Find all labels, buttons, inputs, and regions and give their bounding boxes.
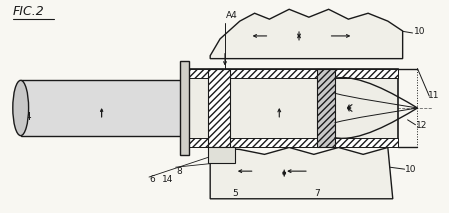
Text: 11: 11 xyxy=(428,91,440,100)
Text: A4: A4 xyxy=(226,11,238,20)
Text: 6: 6 xyxy=(149,175,155,184)
Polygon shape xyxy=(21,80,210,136)
Text: 5: 5 xyxy=(232,189,238,198)
Polygon shape xyxy=(180,61,189,155)
Polygon shape xyxy=(210,9,403,59)
Polygon shape xyxy=(185,138,398,147)
Polygon shape xyxy=(185,69,398,78)
Text: 12: 12 xyxy=(415,121,427,130)
Polygon shape xyxy=(208,69,230,147)
Text: FIC.2: FIC.2 xyxy=(13,5,44,18)
Text: 10: 10 xyxy=(405,165,416,174)
Polygon shape xyxy=(208,147,235,163)
Text: 10: 10 xyxy=(414,27,425,36)
Polygon shape xyxy=(317,69,335,147)
Polygon shape xyxy=(210,147,393,199)
Polygon shape xyxy=(185,69,398,147)
Text: 8: 8 xyxy=(176,167,182,176)
Text: 7: 7 xyxy=(314,189,320,198)
Text: 14: 14 xyxy=(162,175,173,184)
Ellipse shape xyxy=(13,80,29,136)
Text: 4: 4 xyxy=(25,112,31,122)
